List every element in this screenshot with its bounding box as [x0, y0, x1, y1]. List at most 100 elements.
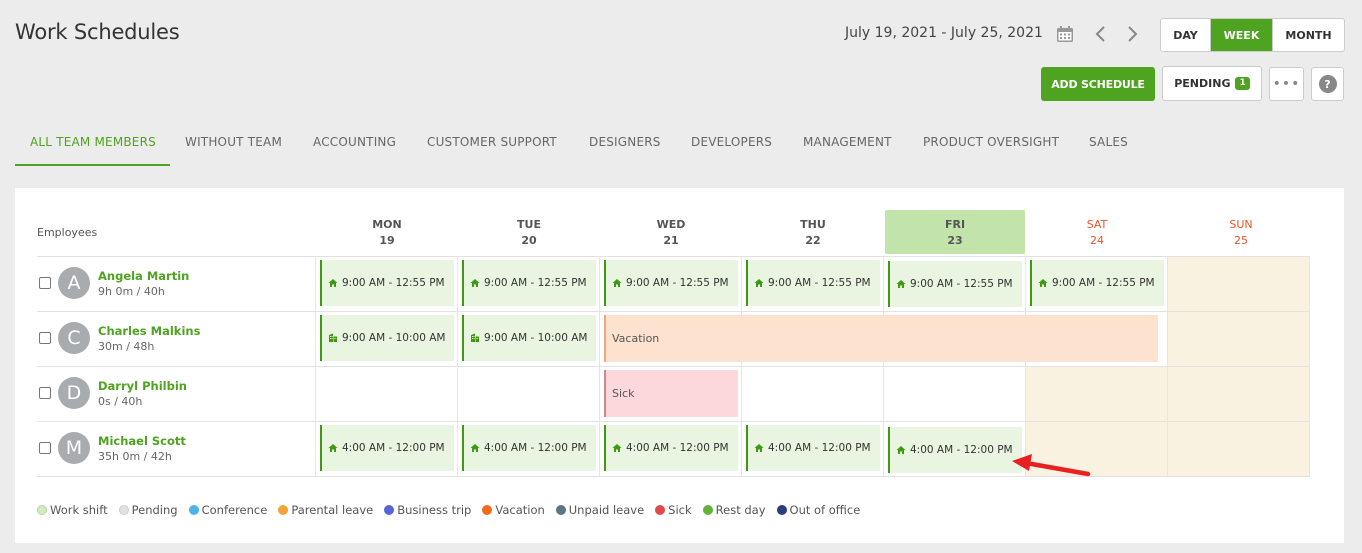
day-name: WED [656, 218, 686, 231]
day-name: TUE [517, 218, 541, 231]
grid-line [37, 421, 1310, 422]
legend-label: Parental leave [291, 503, 374, 517]
employee-checkbox[interactable] [39, 332, 51, 344]
legend-label: Conference [201, 503, 268, 517]
team-tabs: ALL TEAM MEMBERS WITHOUT TEAM ACCOUNTING… [15, 122, 1145, 166]
legend-label: Vacation [495, 503, 545, 517]
legend-label: Unpaid leave [568, 503, 645, 517]
chevron-right-icon[interactable] [1124, 24, 1140, 44]
day-name: SUN [1229, 218, 1253, 231]
date-range: July 19, 2021 - July 25, 2021 [845, 25, 1043, 41]
shift-time: 4:00 AM - 12:00 PM [484, 442, 587, 454]
shift-block[interactable]: 9:00 AM - 12:55 PM [604, 260, 738, 306]
legend-item: Work shift [37, 503, 108, 517]
shift-block[interactable]: 4:00 AM - 12:00 PM [320, 425, 454, 471]
shift-block[interactable]: 9:00 AM - 10:00 AM [462, 315, 596, 361]
employees-header: Employees [37, 226, 98, 239]
tab-accounting[interactable]: ACCOUNTING [313, 135, 397, 149]
dot-icon [118, 505, 129, 515]
day-header-mon: MON 19 [317, 210, 457, 254]
dot-icon [37, 505, 47, 515]
shift-time: 9:00 AM - 12:55 PM [768, 277, 871, 289]
shift-block[interactable]: 4:00 AM - 12:00 PM [888, 427, 1022, 473]
shift-time: 9:00 AM - 10:00 AM [342, 332, 446, 344]
home-icon [470, 444, 480, 452]
grid-line [1309, 256, 1310, 476]
legend-label: Out of office [789, 503, 861, 517]
tab-management[interactable]: MANAGEMENT [803, 135, 892, 149]
vacation-block[interactable]: Vacation [604, 315, 1158, 362]
day-date: 22 [805, 234, 821, 247]
tab-designers[interactable]: DESIGNERS [589, 135, 661, 149]
shift-time: 9:00 AM - 10:00 AM [484, 332, 588, 344]
pending-label: PENDING [1174, 77, 1231, 90]
view-month-button[interactable]: MONTH [1285, 28, 1332, 42]
grid-line [37, 366, 1310, 367]
shift-block[interactable]: 9:00 AM - 10:00 AM [320, 315, 454, 361]
home-icon [754, 444, 764, 452]
avatar: M [58, 432, 90, 464]
legend: Work shift Pending Conference Parental l… [37, 503, 871, 517]
tab-without-team[interactable]: WITHOUT TEAM [185, 135, 283, 149]
day-date: 24 [1090, 234, 1104, 247]
employee-checkbox[interactable] [39, 387, 51, 399]
calendar-icon[interactable] [1055, 24, 1075, 44]
shift-block[interactable]: 9:00 AM - 12:55 PM [888, 261, 1022, 307]
employee-checkbox[interactable] [39, 442, 51, 454]
shift-block[interactable]: 4:00 AM - 12:00 PM [746, 425, 880, 471]
shift-time: 9:00 AM - 12:55 PM [910, 278, 1013, 290]
day-name: SAT [1086, 218, 1108, 231]
add-schedule-button[interactable]: ADD SCHEDULE [1041, 67, 1155, 101]
tab-developers[interactable]: DEVELOPERS [691, 135, 773, 149]
legend-label: Business trip [397, 503, 472, 517]
tab-customer-support[interactable]: CUSTOMER SUPPORT [427, 135, 557, 149]
pending-count-badge: 1 [1235, 77, 1250, 90]
more-options-button[interactable]: ••• [1269, 67, 1304, 101]
home-icon [470, 279, 480, 287]
shift-block[interactable]: 9:00 AM - 12:55 PM [320, 260, 454, 306]
shift-block[interactable]: 4:00 AM - 12:00 PM [604, 425, 738, 471]
building-icon [471, 333, 479, 342]
grid-line [457, 256, 458, 476]
view-week-button[interactable]: WEEK [1211, 19, 1273, 51]
employee-row: M Michael Scott 35h 0m / 42h [37, 421, 315, 476]
employee-name[interactable]: Darryl Philbin [98, 379, 187, 393]
employee-name[interactable]: Charles Malkins [98, 324, 201, 338]
dot-icon [278, 505, 289, 515]
help-button[interactable]: ? [1311, 67, 1344, 101]
grid-line [37, 256, 1310, 257]
home-icon [612, 279, 622, 287]
day-header-thu: THU 22 [743, 210, 883, 254]
red-arrow-annotation [1012, 454, 1091, 477]
building-icon [329, 333, 337, 342]
day-name: FRI [944, 218, 966, 231]
shift-block[interactable]: 9:00 AM - 12:55 PM [746, 260, 880, 306]
avatar: A [58, 267, 90, 299]
view-day-button[interactable]: DAY [1161, 19, 1211, 51]
shift-time: 9:00 AM - 12:55 PM [484, 277, 587, 289]
sick-block[interactable]: Sick [604, 370, 738, 417]
home-icon [1038, 279, 1048, 287]
avatar: D [58, 377, 90, 409]
chevron-left-icon[interactable] [1093, 24, 1109, 44]
employee-checkbox[interactable] [39, 277, 51, 289]
employee-row: C Charles Malkins 30m / 48h [37, 311, 315, 366]
dot-icon [776, 505, 787, 515]
dot-icon [482, 505, 493, 515]
schedule-card [15, 188, 1344, 543]
dot-icon [384, 505, 395, 515]
home-icon [896, 280, 906, 288]
shift-block[interactable]: 9:00 AM - 12:55 PM [1030, 260, 1164, 306]
legend-label: Pending [131, 503, 178, 517]
employee-name[interactable]: Angela Martin [98, 269, 190, 283]
shift-block[interactable]: 4:00 AM - 12:00 PM [462, 425, 596, 471]
tab-product-oversight[interactable]: PRODUCT OVERSIGHT [923, 135, 1060, 149]
tab-sales[interactable]: SALES [1089, 135, 1128, 149]
pending-button[interactable]: PENDING 1 [1162, 66, 1262, 101]
employee-name[interactable]: Michael Scott [98, 434, 186, 448]
legend-label: Work shift [50, 503, 108, 517]
shift-block[interactable]: 9:00 AM - 12:55 PM [462, 260, 596, 306]
tab-all-team-members[interactable]: ALL TEAM MEMBERS [15, 122, 170, 166]
employee-hours: 0s / 40h [98, 395, 143, 408]
legend-item: Out of office [776, 503, 861, 517]
